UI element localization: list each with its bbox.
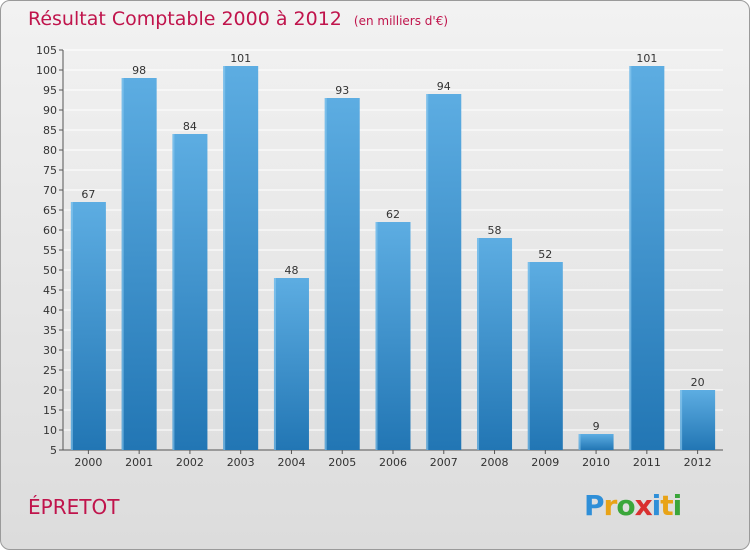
y-tick-label: 55	[43, 244, 57, 257]
x-tick-label: 2001	[125, 456, 153, 469]
bar	[426, 94, 462, 450]
data-label: 101	[230, 52, 251, 65]
y-tick-label: 100	[36, 64, 57, 77]
data-label: 62	[386, 208, 400, 221]
bar-highlight	[527, 262, 530, 450]
logo-letter: x	[634, 489, 653, 522]
x-tick-label: 2000	[74, 456, 102, 469]
y-tick-label: 80	[43, 144, 57, 157]
bar-highlight	[172, 134, 175, 450]
bar	[375, 222, 411, 450]
y-tick-label: 105	[36, 44, 57, 57]
y-tick-label: 95	[43, 84, 57, 97]
proxiti-logo[interactable]: Proxiti	[584, 489, 683, 522]
logo-letter: o	[616, 489, 635, 522]
data-label: 84	[183, 120, 197, 133]
x-tick-label: 2012	[684, 456, 712, 469]
bar	[527, 262, 563, 450]
bar	[324, 98, 360, 450]
y-tick-label: 45	[43, 284, 57, 297]
bar-highlight	[324, 98, 327, 450]
y-tick-label: 65	[43, 204, 57, 217]
chart-title: Résultat Comptable 2000 à 2012 (en millie…	[28, 8, 448, 30]
y-tick-label: 10	[43, 424, 57, 437]
x-tick-label: 2008	[481, 456, 509, 469]
data-label: 48	[284, 264, 298, 277]
bar-highlight	[680, 390, 683, 450]
data-label: 52	[538, 248, 552, 261]
x-tick-label: 2010	[582, 456, 610, 469]
y-tick-label: 70	[43, 184, 57, 197]
logo-letter: i	[651, 489, 662, 522]
data-label: 98	[132, 64, 146, 77]
y-tick-label: 15	[43, 404, 57, 417]
chart-title-text: Résultat Comptable 2000 à 2012	[28, 8, 342, 30]
logo-letter: r	[603, 489, 618, 522]
bar-highlight	[578, 434, 581, 450]
y-tick-label: 75	[43, 164, 57, 177]
bar	[477, 238, 513, 450]
bar	[629, 66, 665, 450]
data-label: 93	[335, 84, 349, 97]
x-tick-label: 2007	[430, 456, 458, 469]
logo-letter: t	[660, 489, 673, 522]
data-label: 9	[593, 420, 600, 433]
data-label: 94	[437, 80, 451, 93]
x-tick-label: 2009	[531, 456, 559, 469]
bar-highlight	[70, 202, 73, 450]
y-tick-label: 50	[43, 264, 57, 277]
data-label: 20	[691, 376, 705, 389]
x-tick-label: 2005	[328, 456, 356, 469]
bars	[70, 66, 716, 450]
logo-letter: P	[584, 489, 605, 522]
y-tick-label: 35	[43, 324, 57, 337]
chart-subtitle: (en milliers d'€)	[353, 14, 449, 28]
bar	[223, 66, 259, 450]
data-label: 58	[488, 224, 502, 237]
y-tick-label: 20	[43, 384, 57, 397]
data-label: 67	[81, 188, 95, 201]
y-tick-label: 25	[43, 364, 57, 377]
x-tick-label: 2006	[379, 456, 407, 469]
bar	[121, 78, 157, 450]
y-tick-label: 90	[43, 104, 57, 117]
bar	[273, 278, 309, 450]
bar-highlight	[629, 66, 632, 450]
y-tick-label: 40	[43, 304, 57, 317]
labels: 5 10 15 20 25 30 35 40 45 50 55 60 65 70 75 80 85 90 95 100…	[36, 44, 712, 469]
y-tick-label: 85	[43, 124, 57, 137]
bar-highlight	[121, 78, 124, 450]
data-label: 101	[636, 52, 657, 65]
bar	[680, 390, 716, 450]
bar-highlight	[223, 66, 226, 450]
bar	[70, 202, 106, 450]
bar-highlight	[375, 222, 378, 450]
bar	[578, 434, 614, 450]
bar-highlight	[426, 94, 429, 450]
y-tick-label: 5	[50, 444, 57, 457]
x-tick-label: 2004	[277, 456, 305, 469]
x-tick-label: 2002	[176, 456, 204, 469]
bar-highlight	[477, 238, 480, 450]
logo-letter: i	[672, 489, 683, 522]
commune-name: ÉPRETOT	[28, 495, 120, 519]
x-tick-label: 2011	[633, 456, 661, 469]
bar	[172, 134, 208, 450]
y-tick-label: 30	[43, 344, 57, 357]
y-tick-label: 60	[43, 224, 57, 237]
bar-highlight	[273, 278, 276, 450]
x-tick-label: 2003	[227, 456, 255, 469]
